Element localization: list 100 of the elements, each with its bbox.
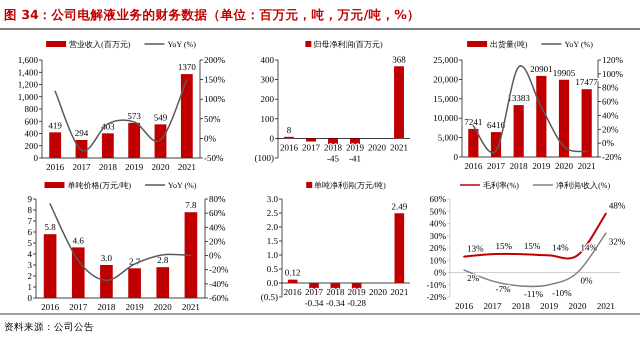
bar bbox=[394, 66, 404, 138]
legend-label: 营业收入(百万元) bbox=[69, 40, 131, 49]
bar bbox=[536, 76, 546, 157]
y-tick-label: 3 bbox=[28, 260, 32, 270]
x-tick-label: 2016 bbox=[464, 161, 483, 171]
data-label: -7% bbox=[496, 284, 511, 294]
data-label: -45 bbox=[327, 153, 340, 164]
y-tick-label: 800 bbox=[24, 104, 38, 114]
y-tick-label: 1,400 bbox=[18, 67, 38, 78]
data-label: 8 bbox=[286, 124, 292, 135]
y-tick-label: -10% bbox=[426, 280, 446, 290]
y-tick-label: 300 bbox=[260, 74, 274, 85]
y-tick-label: 10,000 bbox=[433, 113, 458, 124]
text: 资料来源：公司公告 bbox=[4, 321, 94, 333]
y-tick-label: 2.5 bbox=[266, 208, 278, 218]
y2-tick-label: -60% bbox=[209, 293, 229, 303]
y2-tick-label: 60% bbox=[209, 208, 226, 218]
y-tick-label: 6 bbox=[28, 227, 32, 237]
y-tick-label: -20% bbox=[426, 292, 446, 302]
x-tick-label: 2017 bbox=[484, 301, 502, 311]
x-tick-label: 2017 bbox=[302, 142, 320, 152]
x-tick-label: 2020 bbox=[568, 301, 587, 311]
data-label: 14% bbox=[552, 242, 570, 252]
data-label: 2% bbox=[467, 273, 480, 284]
bar bbox=[154, 124, 166, 158]
y2-tick-label: 0% bbox=[602, 138, 614, 148]
y-tick-label: 7 bbox=[28, 216, 32, 226]
bar bbox=[468, 128, 478, 157]
y2-tick-label: 80% bbox=[209, 194, 226, 204]
x-tick-label: 2019 bbox=[126, 302, 144, 312]
y-tick-label: 50% bbox=[430, 206, 446, 216]
y2-tick-label: 50% bbox=[204, 114, 221, 124]
x-tick-label: 2021 bbox=[578, 161, 596, 171]
y-tick-label: 1 bbox=[28, 282, 32, 292]
legend-label: 出货量(吨) bbox=[490, 40, 528, 49]
data-label: 294 bbox=[74, 128, 89, 138]
x-tick-label: 2021 bbox=[596, 301, 615, 311]
y2-tick-label: 20% bbox=[209, 236, 226, 246]
x-tick-label: 2019 bbox=[540, 301, 559, 311]
bar bbox=[514, 105, 524, 157]
bar bbox=[558, 80, 570, 157]
data-label: -0.28 bbox=[347, 298, 367, 308]
y-tick-label: 100 bbox=[260, 114, 274, 124]
data-label: 368 bbox=[392, 54, 406, 64]
legend-label: 单吨净利润(万元/吨) bbox=[314, 181, 386, 190]
y2-tick-label: -40% bbox=[209, 278, 229, 289]
x-tick-label: 2020 bbox=[555, 161, 574, 171]
data-label: 48% bbox=[608, 200, 626, 211]
y-tick-label: 8 bbox=[28, 205, 32, 215]
x-tick-label: 2018 bbox=[97, 302, 116, 312]
y-tick-label: 200 bbox=[260, 94, 274, 104]
line-series bbox=[463, 232, 607, 288]
chart-title: 图 34：公司电解液业务的财务数据（单位：百万元，吨，万元/吨，%） bbox=[4, 7, 420, 22]
data-label: -0.34 bbox=[326, 298, 346, 308]
y-tick-label: 2.0 bbox=[266, 222, 278, 232]
y-tick-label: 400 bbox=[260, 55, 274, 65]
data-label: 13% bbox=[467, 244, 484, 254]
bar bbox=[156, 267, 170, 298]
data-label: 4.6 bbox=[72, 235, 84, 246]
y2-tick-label: 100% bbox=[204, 94, 226, 104]
y-tick-label: 4 bbox=[28, 249, 32, 259]
y-tick-label: (100) bbox=[254, 153, 274, 163]
x-tick-label: 2018 bbox=[512, 301, 530, 311]
legend-label: YoY (%) bbox=[167, 40, 196, 49]
data-label: -41 bbox=[349, 153, 361, 164]
y-tick-label: 600 bbox=[24, 116, 38, 126]
y2-tick-label: 80% bbox=[602, 82, 619, 93]
y2-tick-label: 0% bbox=[209, 250, 222, 261]
y-tick-label: 0 bbox=[28, 293, 32, 303]
legend-label: 净利润/收入(%) bbox=[556, 181, 610, 190]
y-tick-label: 5 bbox=[28, 238, 32, 248]
legend-label: YoY (%) bbox=[564, 40, 594, 49]
y2-tick-label: 120% bbox=[602, 55, 624, 65]
y-tick-label: 1,000 bbox=[18, 92, 38, 102]
bar bbox=[72, 247, 85, 298]
x-tick-label: 2016 bbox=[41, 302, 60, 312]
data-label: 1370 bbox=[178, 62, 196, 72]
data-label: 2.49 bbox=[391, 201, 408, 212]
y-tick-label: 3.0 bbox=[266, 194, 278, 204]
data-label: 15% bbox=[496, 241, 512, 252]
bar bbox=[582, 89, 592, 157]
y-tick-label: 10% bbox=[430, 255, 446, 266]
legend-label: 归母净利润(百万元) bbox=[313, 40, 383, 49]
x-tick-label: 2018 bbox=[510, 161, 528, 171]
bar bbox=[180, 74, 193, 158]
data-label: 7.8 bbox=[185, 200, 198, 210]
data-label: 419 bbox=[48, 120, 62, 130]
data-label: 2.8 bbox=[157, 255, 169, 266]
bar bbox=[394, 213, 404, 283]
bar bbox=[288, 280, 298, 283]
y2-tick-label: 40% bbox=[602, 110, 619, 120]
bar bbox=[306, 138, 316, 142]
y2-tick-label: -50% bbox=[204, 153, 224, 163]
data-label: -0.34 bbox=[304, 298, 324, 308]
x-tick-label: 2021 bbox=[182, 302, 200, 312]
y2-tick-label: 60% bbox=[602, 96, 619, 107]
x-tick-label: 2020 bbox=[152, 162, 170, 172]
x-tick-label: 2019 bbox=[348, 287, 366, 297]
y-tick-label: 60% bbox=[430, 194, 446, 204]
x-tick-label: 2016 bbox=[455, 301, 474, 311]
